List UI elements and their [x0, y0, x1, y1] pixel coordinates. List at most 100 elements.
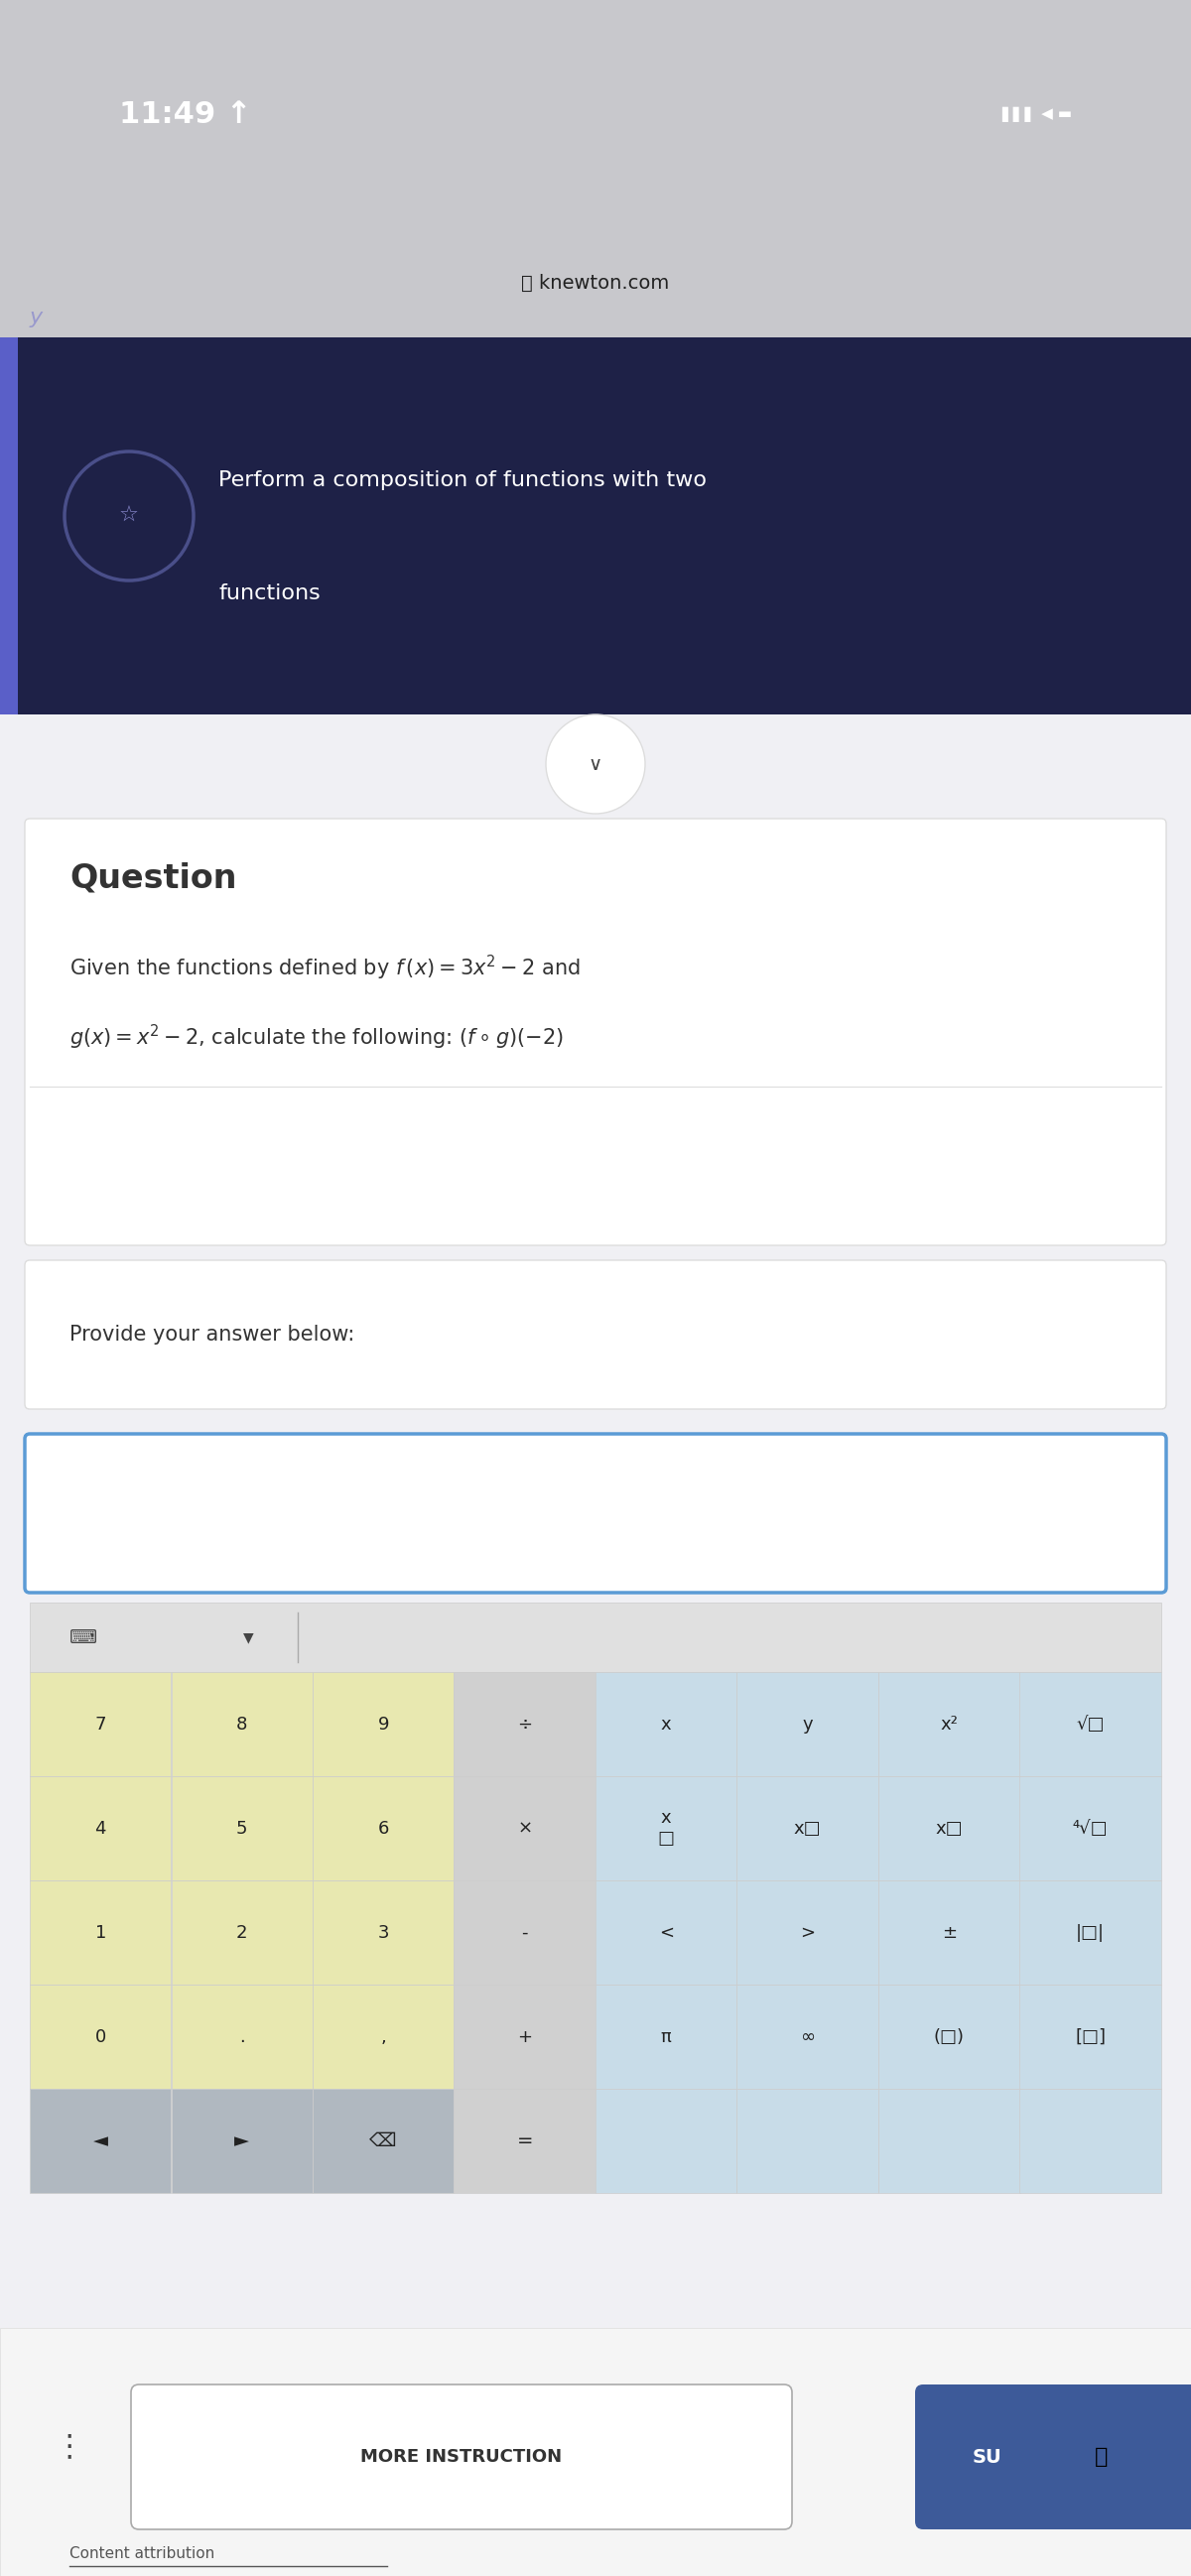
Text: Question: Question — [69, 863, 237, 894]
Text: y: y — [803, 1716, 813, 1734]
Text: π: π — [661, 2027, 672, 2045]
Text: ∞: ∞ — [800, 2027, 815, 2045]
Bar — [30, 1672, 172, 1777]
Bar — [0, 0, 1191, 229]
Text: (□): (□) — [934, 2027, 965, 2045]
Text: -: - — [522, 1924, 528, 1942]
Bar — [172, 1672, 312, 1777]
FancyBboxPatch shape — [915, 2385, 1191, 2530]
Text: ⋮: ⋮ — [55, 2432, 85, 2463]
Bar — [737, 1880, 878, 1984]
Text: MORE INSTRUCTION: MORE INSTRUCTION — [361, 2447, 562, 2465]
Bar — [1019, 1672, 1161, 1777]
Bar — [30, 1602, 1161, 1672]
Bar — [312, 1672, 454, 1777]
Text: 3: 3 — [378, 1924, 389, 1942]
Text: 💬: 💬 — [1095, 2447, 1109, 2468]
Text: x
□: x □ — [657, 1808, 674, 1847]
Text: ±: ± — [942, 1924, 956, 1942]
Bar — [454, 1880, 596, 1984]
Text: ▌▌▌ ◀ ▬: ▌▌▌ ◀ ▬ — [1002, 106, 1072, 121]
Text: ×: × — [517, 1819, 532, 1837]
Bar — [0, 229, 1191, 337]
Bar — [879, 1880, 1019, 1984]
Text: ∨: ∨ — [588, 755, 603, 773]
Text: x: x — [661, 1716, 672, 1734]
Text: |□|: |□| — [1077, 1924, 1105, 1942]
Bar — [737, 1984, 878, 2089]
Circle shape — [545, 714, 646, 814]
Bar — [1019, 1984, 1161, 2089]
Text: ÷: ÷ — [517, 1716, 532, 1734]
Text: $g(x) = x^2 - 2$, calculate the following: $(f \circ g)(-2)$: $g(x) = x^2 - 2$, calculate the followin… — [69, 1023, 563, 1051]
Bar — [454, 1984, 596, 2089]
Bar — [312, 1880, 454, 1984]
Text: .: . — [239, 2027, 245, 2045]
Bar — [596, 2089, 737, 2192]
Text: x□: x□ — [935, 1819, 962, 1837]
Text: 0: 0 — [95, 2027, 106, 2045]
Text: Content attribution: Content attribution — [69, 2545, 214, 2561]
Bar — [0, 337, 1191, 714]
Bar — [172, 1984, 312, 2089]
Text: ⌨: ⌨ — [69, 1628, 98, 1646]
FancyBboxPatch shape — [25, 1260, 1166, 1409]
Text: 4: 4 — [95, 1819, 106, 1837]
Text: Provide your answer below:: Provide your answer below: — [69, 1324, 355, 1345]
Text: y: y — [30, 307, 43, 327]
Text: 11:49 ↑: 11:49 ↑ — [119, 100, 251, 129]
Text: <: < — [659, 1924, 674, 1942]
Text: x²: x² — [940, 1716, 958, 1734]
Text: Perform a composition of functions with two: Perform a composition of functions with … — [218, 471, 706, 489]
Bar — [454, 2089, 596, 2192]
FancyBboxPatch shape — [131, 2385, 792, 2530]
Text: ⁴√□: ⁴√□ — [1073, 1819, 1108, 1837]
Bar — [312, 1984, 454, 2089]
Text: [□]: [□] — [1075, 2027, 1106, 2045]
Text: ►: ► — [235, 2130, 249, 2151]
Text: ⌫: ⌫ — [369, 2130, 397, 2151]
Bar — [596, 1984, 737, 2089]
Bar — [454, 1672, 596, 1777]
Bar — [1019, 2089, 1161, 2192]
Bar — [596, 1880, 737, 1984]
Bar — [0, 337, 18, 714]
Text: x□: x□ — [794, 1819, 822, 1837]
Text: =: = — [517, 2130, 534, 2151]
Text: 9: 9 — [378, 1716, 389, 1734]
Bar — [879, 1672, 1019, 1777]
Text: 8: 8 — [236, 1716, 248, 1734]
Text: 1: 1 — [95, 1924, 106, 1942]
FancyBboxPatch shape — [25, 1435, 1166, 1592]
Bar — [454, 1777, 596, 1880]
Text: ◄: ◄ — [93, 2130, 108, 2151]
Bar — [879, 2089, 1019, 2192]
Bar — [596, 1777, 737, 1880]
Text: ☆: ☆ — [119, 505, 139, 526]
Text: +: + — [517, 2027, 532, 2045]
Text: >: > — [800, 1924, 815, 1942]
Bar — [879, 1777, 1019, 1880]
Text: 7: 7 — [95, 1716, 106, 1734]
Bar — [737, 1672, 878, 1777]
Text: 🔒 knewton.com: 🔒 knewton.com — [522, 273, 669, 291]
Bar — [596, 1672, 737, 1777]
Text: Given the functions defined by $f\,(x) = 3x^2 - 2$ and: Given the functions defined by $f\,(x) =… — [69, 953, 580, 981]
Bar — [737, 1777, 878, 1880]
Bar — [879, 1984, 1019, 2089]
Bar — [30, 1777, 172, 1880]
Text: √□: √□ — [1077, 1716, 1105, 1734]
Text: SU: SU — [973, 2447, 1002, 2465]
Text: 2: 2 — [236, 1924, 248, 1942]
Bar — [30, 1880, 172, 1984]
Bar — [312, 2089, 454, 2192]
Bar — [172, 1880, 312, 1984]
Bar — [0, 2329, 1191, 2576]
Bar — [30, 2089, 172, 2192]
Text: functions: functions — [218, 585, 320, 603]
Text: 6: 6 — [378, 1819, 389, 1837]
Bar — [312, 1777, 454, 1880]
Text: ,: , — [380, 2027, 386, 2045]
Bar — [172, 1777, 312, 1880]
Text: 5: 5 — [236, 1819, 248, 1837]
